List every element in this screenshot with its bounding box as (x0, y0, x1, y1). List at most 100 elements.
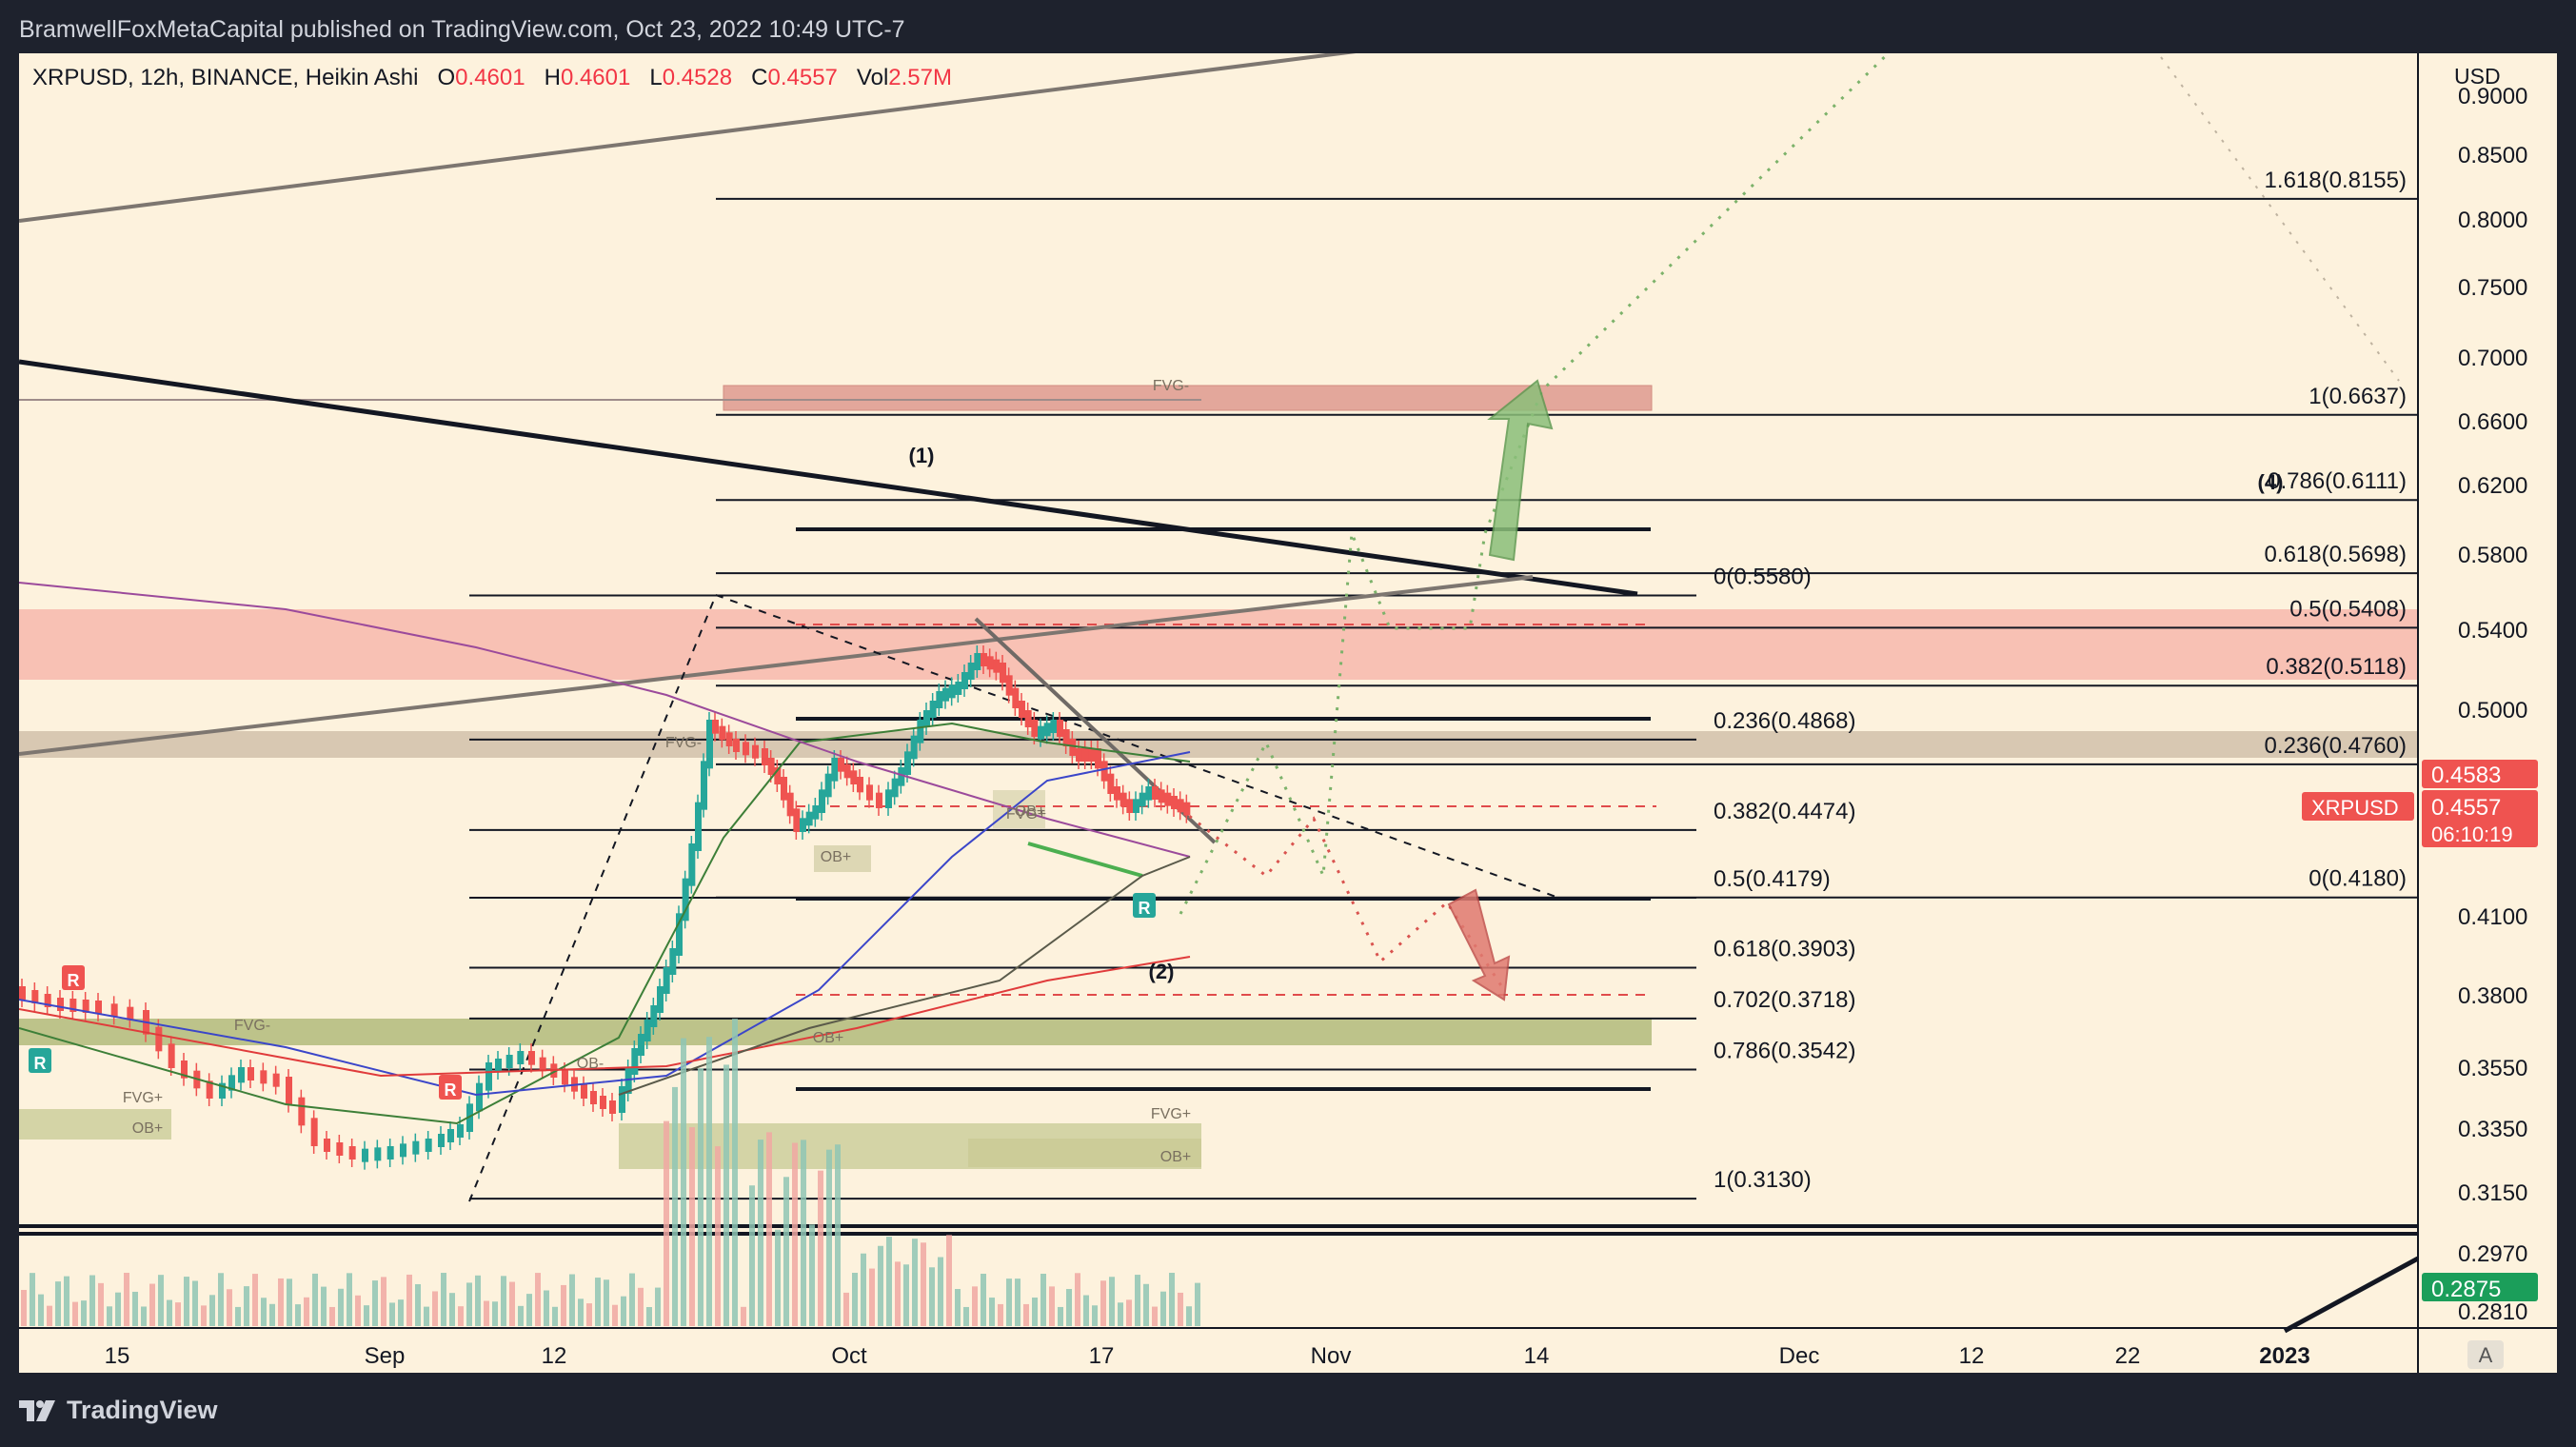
volume-bar (72, 1301, 78, 1326)
trendlines-layer (19, 53, 2420, 1334)
candle-body (1171, 796, 1178, 809)
candle-body (1057, 720, 1063, 737)
candle-body (961, 672, 968, 689)
candle-body (719, 725, 726, 741)
y-tick-8: 0.5400 (2458, 618, 2527, 644)
tradingview-logo-icon (19, 1399, 55, 1421)
y-tick-3: 0.7500 (2458, 275, 2527, 301)
candle-body (805, 811, 813, 826)
candle-body (752, 744, 759, 759)
candle-body (57, 998, 64, 1011)
volume-bar (835, 1144, 841, 1326)
candle-body (260, 1070, 268, 1084)
zone-label-6: FVG+ (123, 1090, 163, 1106)
y-tick-10: 0.4100 (2458, 904, 2527, 930)
badge-countdown-text: 06:10:19 (2431, 823, 2513, 846)
candle-body (1019, 701, 1025, 718)
volume-bar (252, 1274, 258, 1326)
candle-body (624, 1067, 632, 1094)
tradingview-logo[interactable]: TradingView (19, 1396, 218, 1425)
y-tick-16: 0.2810 (2458, 1299, 2527, 1325)
volume-bar (861, 1253, 866, 1326)
candle-body (19, 986, 26, 1000)
candle-body (838, 758, 844, 772)
candle-body (286, 1077, 292, 1105)
volume-bar (149, 1283, 155, 1326)
fib-diagonal-2 (715, 594, 1562, 900)
currency-label: USD (2454, 64, 2501, 89)
candle-body (657, 986, 664, 1013)
volume-bar (1178, 1292, 1183, 1326)
candle-body (898, 767, 905, 786)
candle-body (743, 742, 749, 756)
candle-body (110, 1003, 118, 1018)
price-axis-bg (2418, 53, 2557, 1373)
candle-body (891, 778, 899, 798)
ma-green (19, 722, 1191, 1125)
price-chart[interactable]: 1.618(0.8155) 1(0.6637) 0.786(0.6111) 0.618… (19, 53, 2557, 1373)
volume-bar (424, 1306, 429, 1326)
volume-bar (509, 1281, 515, 1326)
volume-bar (201, 1305, 207, 1326)
projection-green (1179, 53, 1891, 915)
volume-bar (638, 1287, 644, 1326)
candle-body (885, 789, 892, 808)
x-tick-6: 14 (1524, 1343, 1550, 1369)
candle-body (1158, 789, 1165, 803)
candle-body (1152, 786, 1159, 800)
fib-right-label-6: 0.236(0.4760) (2265, 733, 2407, 759)
fib-right-label-7: 0(0.4180) (2308, 866, 2407, 892)
candle-body (600, 1096, 606, 1109)
volume-bar (158, 1275, 164, 1326)
volume-bar (98, 1282, 104, 1326)
candle-body (457, 1124, 464, 1138)
badge-level (2422, 1273, 2538, 1301)
volume-bar (1100, 1280, 1106, 1326)
candle-body (1120, 792, 1127, 807)
candle-body (644, 1020, 651, 1041)
x-tick-3: Oct (831, 1343, 867, 1369)
candle-body (495, 1059, 502, 1072)
candle-body (374, 1147, 382, 1161)
signal-text-1: R (445, 1080, 457, 1100)
candle-body (155, 1026, 163, 1052)
trendline-upper (19, 53, 1357, 223)
volume-bar (544, 1290, 549, 1326)
candle-body (942, 687, 949, 702)
volume-bar (1169, 1273, 1175, 1326)
candle-body (904, 751, 911, 775)
y-tick-12: 0.3550 (2458, 1056, 2527, 1081)
candle-body (712, 720, 719, 734)
volume-bar (886, 1237, 892, 1326)
chart-area[interactable]: 1.618(0.8155) 1(0.6637) 0.786(0.6111) 0.618… (19, 53, 2557, 1373)
volume-bar (235, 1306, 241, 1326)
signal-text-2: R (1139, 899, 1151, 918)
volume-bar (818, 1170, 823, 1326)
candle-body (1145, 786, 1153, 801)
volume-bar (175, 1302, 181, 1326)
volume-bar (672, 1086, 678, 1326)
volume-bar (89, 1275, 95, 1326)
auto-scale-button[interactable] (2467, 1340, 2504, 1369)
volume-bar (398, 1299, 404, 1326)
volume-bar (107, 1306, 112, 1326)
ma-purple (19, 582, 1191, 858)
fib-mid-label-7: 1(0.3130) (1714, 1167, 1812, 1193)
candle-body (324, 1139, 330, 1152)
zone-label-2: FVG+ (1151, 1106, 1191, 1122)
volume-bar (141, 1306, 147, 1326)
candle-body (1107, 773, 1115, 794)
candle-body (762, 748, 768, 765)
volume-bar (218, 1273, 224, 1326)
candle-body (733, 739, 740, 752)
close-label: C (751, 65, 768, 90)
candle-body (1024, 710, 1032, 727)
volume-bar (192, 1280, 198, 1326)
candle-body (843, 763, 851, 779)
volume-bar (381, 1277, 386, 1326)
candle-body (774, 767, 782, 784)
candle-body (812, 805, 820, 820)
close-value: 0.4557 (767, 65, 838, 90)
fib-right-label-1: 1(0.6637) (2308, 384, 2407, 409)
